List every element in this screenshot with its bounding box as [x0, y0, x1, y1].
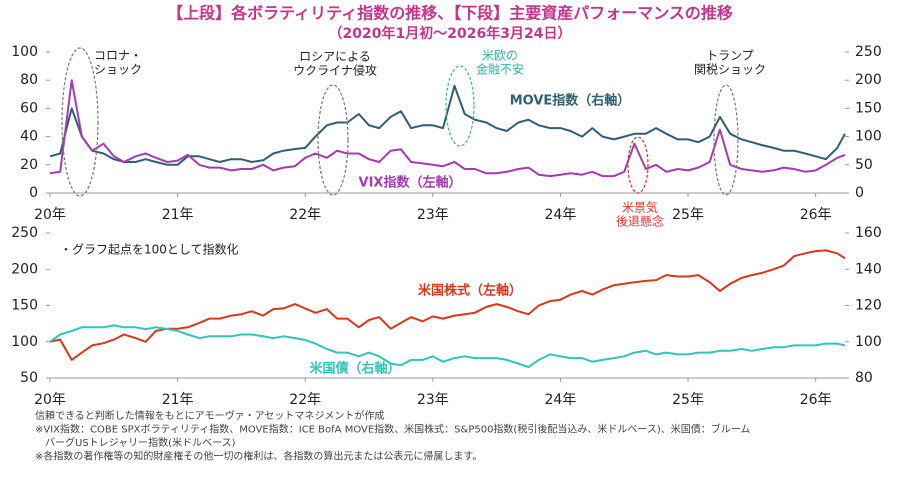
- y2-tick-label: 100: [855, 129, 882, 145]
- y-tick-label: 60: [20, 100, 38, 116]
- footnote: バーグUSトレジャリー指数(米ドルベース): [35, 436, 236, 449]
- y2-tick-label: 200: [855, 72, 882, 88]
- y2-tick-label: 80: [855, 370, 873, 386]
- y2-tick-label: 250: [855, 44, 882, 60]
- series-label: 米国債（右軸）: [309, 361, 400, 377]
- series-line: [49, 324, 846, 369]
- chart-title: 【上段】各ボラティリティ指数の推移、【下段】主要資産パフォーマンスの推移: [167, 4, 733, 23]
- highlight-ellipse: [713, 84, 739, 196]
- annotation: コロナ・: [94, 49, 142, 63]
- y-tick-label: 100: [11, 334, 38, 350]
- annotation: ロシアによる: [299, 50, 371, 64]
- annotation: ショック: [94, 63, 142, 77]
- y2-tick-label: 120: [855, 298, 882, 314]
- x-tick-label: 26年: [800, 392, 832, 408]
- x-tick-label: 24年: [545, 207, 577, 223]
- x-tick-label: 20年: [34, 207, 66, 223]
- annotation: 金融不安: [476, 62, 524, 77]
- x-tick-label: 23年: [417, 207, 449, 223]
- highlight-ellipse: [445, 65, 475, 147]
- footnote: ※VIX指数：COBE SPXボラティリティ指数、MOVE指数：ICE BofA…: [35, 423, 750, 436]
- x-tick-label: 22年: [289, 207, 321, 223]
- series-label: MOVE指数（右軸）: [510, 93, 631, 109]
- y-tick-label: 0: [29, 185, 38, 201]
- annotation: 後退懸念: [616, 214, 664, 229]
- y2-tick-label: 160: [855, 225, 882, 241]
- highlight-ellipse: [317, 84, 349, 196]
- y2-tick-label: 150: [855, 100, 882, 116]
- annotation: 米欧の: [482, 49, 518, 63]
- y-tick-label: 20: [20, 157, 38, 173]
- y2-tick-label: 0: [855, 185, 864, 201]
- chart-subtitle: （2020年1月初～2026年3月24日）: [329, 25, 572, 42]
- x-tick-label: 25年: [672, 392, 704, 408]
- y-tick-label: 200: [11, 261, 38, 277]
- y-tick-label: 150: [11, 298, 38, 314]
- series-line: [49, 79, 846, 178]
- annotation: ウクライナ侵攻: [293, 63, 377, 78]
- highlight-ellipse: [627, 136, 649, 194]
- y-tick-label: 40: [20, 129, 38, 145]
- note: ・グラフ起点を100として指数化: [60, 242, 239, 257]
- x-tick-label: 26年: [800, 207, 832, 223]
- y-tick-label: 50: [20, 370, 38, 386]
- series-line: [49, 84, 846, 166]
- y2-tick-label: 50: [855, 157, 873, 173]
- annotation: 米景気: [622, 200, 658, 215]
- x-tick-label: 20年: [34, 392, 66, 408]
- x-tick-label: 23年: [417, 392, 449, 408]
- annotation: トランプ: [706, 49, 754, 63]
- series-label: VIX指数（左軸）: [359, 175, 462, 191]
- y-tick-label: 100: [11, 44, 38, 60]
- footnote: 信頼できると判断した情報をもとにアモーヴァ・アセットマネジメントが作成: [35, 409, 384, 422]
- footnote: ※各指数の著作権等の知的財産権その他一切の権利は、各指数の算出元または公表元に帰…: [35, 450, 482, 463]
- x-tick-label: 25年: [672, 207, 704, 223]
- series-label: 米国株式（左軸）: [418, 283, 522, 299]
- y-tick-label: 80: [20, 72, 38, 88]
- x-tick-label: 21年: [162, 392, 194, 408]
- y2-tick-label: 140: [855, 261, 882, 277]
- y2-tick-label: 100: [855, 334, 882, 350]
- y-tick-label: 250: [11, 225, 38, 241]
- annotation: 関税ショック: [694, 63, 766, 77]
- x-tick-label: 21年: [162, 207, 194, 223]
- x-tick-label: 22年: [289, 392, 321, 408]
- x-tick-label: 24年: [545, 392, 577, 408]
- series-line: [49, 249, 846, 361]
- highlight-ellipse: [61, 47, 99, 197]
